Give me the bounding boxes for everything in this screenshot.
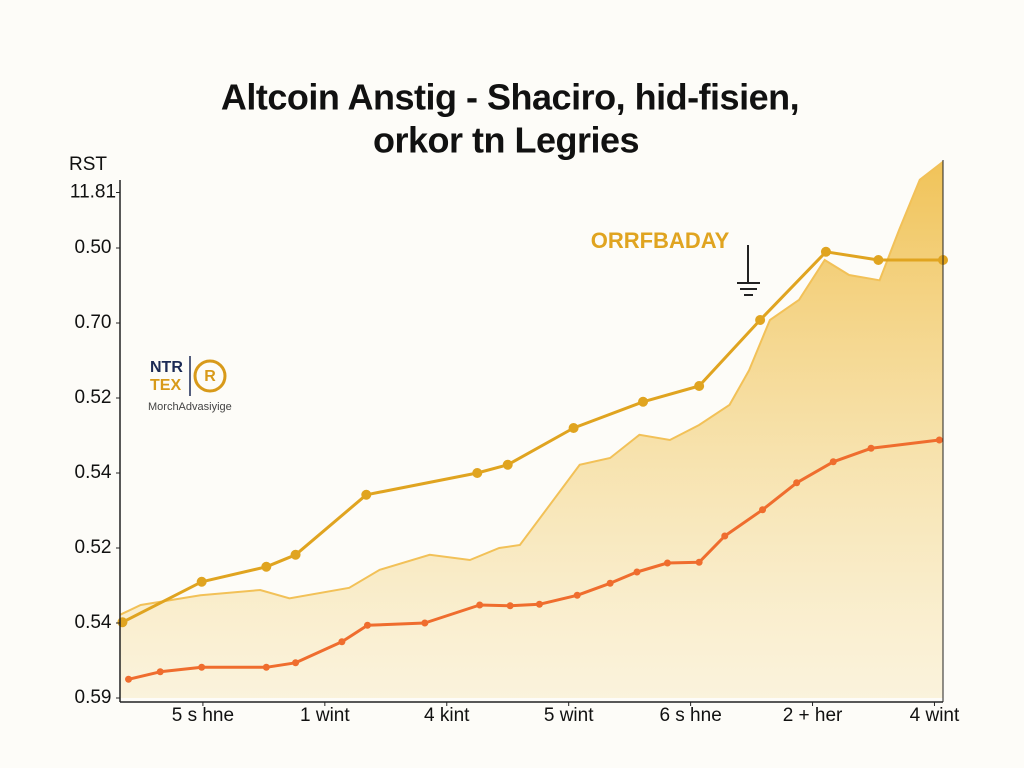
point xyxy=(506,602,514,610)
point xyxy=(573,591,581,599)
point xyxy=(873,255,884,265)
x-tick-label: 4 wint xyxy=(910,705,960,726)
point xyxy=(156,668,164,676)
line xyxy=(121,250,943,624)
y-tick-label: 11.81 xyxy=(70,182,116,203)
point xyxy=(695,558,703,566)
annotation: ORRFBADAY xyxy=(591,228,730,253)
point xyxy=(472,468,483,478)
y-tick-label: 0.54 xyxy=(75,612,112,633)
y-tick-label: 0.59 xyxy=(75,687,112,708)
point xyxy=(829,458,837,466)
logo-text: TEX xyxy=(150,377,181,394)
point xyxy=(759,506,767,514)
logo-text: NTR xyxy=(150,359,183,376)
logo: NTR TEX R MorchAdvasiyige xyxy=(148,356,232,413)
point xyxy=(793,479,801,487)
point xyxy=(117,617,128,628)
point xyxy=(290,549,301,560)
point xyxy=(935,436,943,444)
y-axis-label: RST xyxy=(69,154,107,175)
line xyxy=(128,438,940,681)
point xyxy=(694,381,705,391)
point xyxy=(755,315,766,325)
point xyxy=(125,675,133,683)
y-tick-label: 0.52 xyxy=(75,387,112,408)
y-tick-label: 0.54 xyxy=(75,462,112,483)
point xyxy=(535,600,543,608)
area-line xyxy=(119,161,944,616)
chart-title: Altcoin Anstig - Shaciro, hid-fisien, xyxy=(221,77,799,118)
point xyxy=(568,423,579,433)
logo-caption: MorchAdvasiyige xyxy=(148,401,232,413)
point xyxy=(638,396,649,407)
x-tick-label: 5 s hne xyxy=(172,705,234,726)
x-tick-label: 2 + her xyxy=(783,705,843,726)
x-tick-label: 4 kint xyxy=(424,705,470,726)
point xyxy=(820,246,831,257)
point xyxy=(606,579,614,587)
point xyxy=(421,619,429,627)
x-tick-label: 5 wint xyxy=(544,705,594,726)
point xyxy=(338,638,346,646)
point xyxy=(364,621,372,629)
point xyxy=(261,561,272,572)
svg-text:R: R xyxy=(204,368,216,385)
point xyxy=(292,659,300,667)
point xyxy=(502,459,513,470)
x-tick-label: 6 s hne xyxy=(659,705,721,726)
point xyxy=(262,663,270,671)
y-tick-label: 0.70 xyxy=(75,312,112,333)
point xyxy=(633,568,641,576)
y-tick-label: 0.50 xyxy=(75,237,112,258)
y-tick-label: 0.52 xyxy=(75,537,112,558)
point xyxy=(867,444,875,452)
chart-title: orkor tn Legries xyxy=(373,120,639,161)
point xyxy=(476,601,484,609)
point xyxy=(196,576,207,587)
point xyxy=(663,559,671,567)
annotation-marker xyxy=(737,245,760,296)
area xyxy=(120,161,943,699)
point xyxy=(198,663,206,671)
point xyxy=(721,532,729,540)
x-tick-label: 1 wint xyxy=(300,705,350,726)
point xyxy=(361,489,372,500)
plot-area: 0.59 0.54 0.52 0.54 0.52 0.70 0.50 11.81 5 s hne… xyxy=(70,160,960,726)
